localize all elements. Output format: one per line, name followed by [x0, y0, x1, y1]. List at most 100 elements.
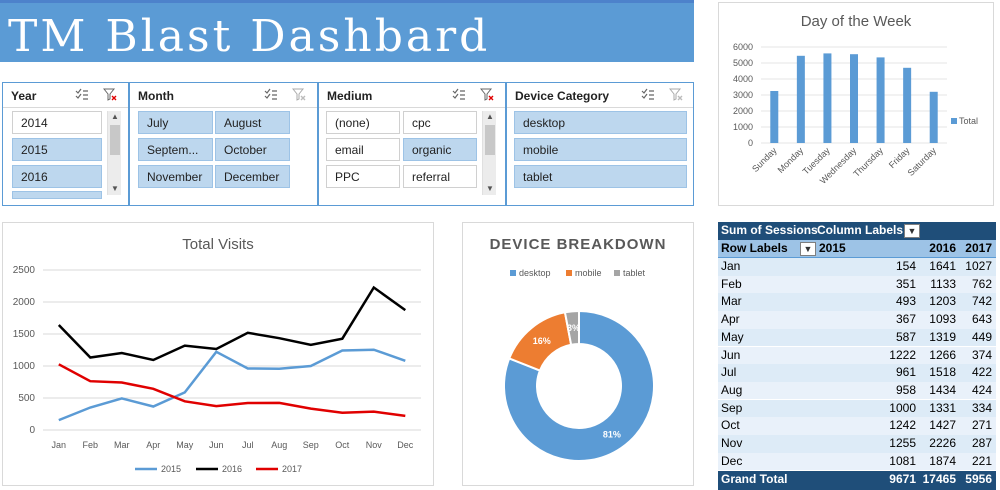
- pivot-row-label: Mar: [721, 294, 742, 309]
- slicer-item-august[interactable]: August: [215, 111, 290, 134]
- chart-device-breakdown[interactable]: DEVICE BREAKDOWN 81% 16% 3% desktop mobile ta…: [462, 222, 694, 486]
- table-row: Aug 958 1434 424: [718, 381, 996, 400]
- slicer-item-partial[interactable]: [12, 191, 102, 199]
- slicer-item-desktop[interactable]: desktop: [514, 111, 687, 134]
- pivot-cell-2016: 1641: [929, 259, 956, 273]
- multi-select-icon[interactable]: [264, 88, 278, 102]
- slicer-item-none[interactable]: (none): [326, 111, 400, 134]
- filter-icon[interactable]: [669, 88, 683, 102]
- table-row: Dec 1081 1874 221: [718, 452, 996, 471]
- filter-icon[interactable]: ▼: [904, 224, 920, 238]
- x-tick-label: Jan: [51, 440, 66, 450]
- legend-swatch: [951, 118, 957, 124]
- x-tick-label: Thursday: [851, 145, 885, 179]
- pivot-cell-2016: 1518: [929, 365, 956, 380]
- pivot-table[interactable]: Sum of Sessions Column Labels ▼ Row Labe…: [718, 222, 996, 490]
- series-line-2016[interactable]: [57, 285, 407, 362]
- slicer-device-category[interactable]: Device Category desktop mobile tablet: [506, 82, 694, 206]
- series-line-2015[interactable]: [58, 348, 406, 422]
- slicer-item-2014[interactable]: 2014: [12, 111, 102, 134]
- slicer-scrollbar[interactable]: ▲ ▼: [107, 111, 121, 195]
- x-tick-label: Jun: [209, 440, 224, 450]
- bar-monday[interactable]: [796, 55, 805, 143]
- pivot-total-2015: 9671: [889, 472, 916, 486]
- multi-select-icon[interactable]: [452, 88, 466, 102]
- x-tick-label: Dec: [397, 440, 414, 450]
- table-row: Apr 367 1093 643: [718, 311, 996, 329]
- filter-icon[interactable]: [292, 88, 306, 102]
- slicer-item-september[interactable]: Septem...: [138, 138, 213, 161]
- scroll-up-icon[interactable]: ▲: [111, 112, 119, 121]
- bar-wednesday[interactable]: [850, 54, 858, 144]
- scroll-thumb[interactable]: [485, 125, 495, 155]
- x-tick-label: Friday: [887, 145, 912, 170]
- pivot-cell-2016: 1203: [929, 294, 956, 309]
- slicer-item-2016[interactable]: 2016: [12, 165, 102, 188]
- bar-sunday[interactable]: [770, 91, 779, 143]
- series-line-2017[interactable]: [58, 363, 406, 418]
- slicer-item-2015[interactable]: 2015: [12, 138, 102, 161]
- slicer-header: Year: [3, 83, 128, 108]
- x-tick-label: Nov: [366, 440, 383, 450]
- slicer-item-july[interactable]: July: [138, 111, 213, 134]
- pivot-cell-2015: 1242: [889, 418, 916, 433]
- chart-total-visits[interactable]: Total Visits 0 500 1000 1500 2000 2500 Jan Feb M…: [2, 222, 434, 486]
- slicer-medium[interactable]: Medium (none) cpc email organic PPC refe…: [318, 82, 506, 206]
- multi-select-icon[interactable]: [75, 88, 89, 102]
- table-row: Jun 1222 1266 374: [718, 346, 996, 364]
- table-row: Feb 351 1133 762: [718, 275, 996, 294]
- pivot-cell-2015: 493: [895, 294, 916, 309]
- clear-filter-icon[interactable]: [480, 88, 494, 102]
- bar-saturday[interactable]: [929, 91, 938, 143]
- chevron-down-icon[interactable]: ▼: [800, 242, 816, 256]
- scroll-up-icon[interactable]: ▲: [486, 112, 494, 121]
- pivot-cell-2016: 1427: [929, 418, 956, 433]
- pivot-cell-2017: 1027: [965, 259, 992, 273]
- y-tick-label: 2500: [13, 265, 36, 276]
- chevron-down-icon[interactable]: ▼: [111, 184, 119, 193]
- legend-label: Total: [959, 116, 978, 126]
- y-tick-label: 0: [29, 425, 35, 436]
- slicer-item-tablet[interactable]: tablet: [514, 165, 687, 188]
- table-row: Jul 961 1518 422: [718, 364, 996, 382]
- slicer-item-email[interactable]: email: [326, 138, 400, 161]
- chevron-down-icon[interactable]: ▼: [486, 184, 494, 193]
- pivot-cell-2015: 1000: [889, 400, 916, 415]
- pivot-row-labels: Row Labels: [721, 241, 788, 255]
- bar-friday[interactable]: [903, 67, 912, 143]
- slicer-item-mobile[interactable]: mobile: [514, 138, 687, 161]
- clear-filter-icon[interactable]: [103, 88, 117, 102]
- table-row: Nov 1255 2226 287: [718, 435, 996, 453]
- pivot-cell-2016: 1266: [929, 347, 956, 362]
- y-tick-label: 1000: [733, 122, 753, 132]
- pivot-total-label: Grand Total: [721, 472, 788, 486]
- pivot-cell-2015: 1081: [889, 453, 916, 468]
- chart-day-of-week[interactable]: Day of the Week 0 1000 2000 3000 4000 5000 600…: [718, 2, 994, 206]
- scroll-thumb[interactable]: [110, 125, 120, 155]
- pivot-col-2015: 2015: [819, 241, 846, 255]
- slicer-item-cpc[interactable]: cpc: [403, 111, 477, 134]
- slicer-item-october[interactable]: October: [215, 138, 290, 161]
- slicer-month[interactable]: Month July August Septem... October Nove…: [129, 82, 318, 206]
- pivot-row-label: Jan: [721, 259, 741, 273]
- bar-tuesday[interactable]: [823, 53, 832, 143]
- legend-swatch: [566, 270, 572, 276]
- multi-select-icon[interactable]: [641, 88, 655, 102]
- slice-tablet[interactable]: [563, 309, 580, 346]
- slicer-year[interactable]: Year 2014 2015 2016 ▲ ▼: [2, 82, 129, 206]
- slicer-item-ppc[interactable]: PPC: [326, 165, 400, 188]
- y-tick-label: 3000: [733, 90, 753, 100]
- slice-desktop[interactable]: [503, 309, 655, 462]
- pivot-header-row: Sum of Sessions Column Labels ▼: [718, 222, 996, 240]
- pivot-measure-label: Sum of Sessions: [721, 223, 818, 237]
- bar-thursday[interactable]: [876, 57, 885, 143]
- pivot-cell-2017: 287: [971, 436, 992, 450]
- x-tick-label: Sep: [303, 440, 319, 450]
- slicer-item-referral[interactable]: referral: [403, 165, 477, 188]
- slicer-item-december[interactable]: December: [215, 165, 290, 188]
- slicer-scrollbar[interactable]: ▲ ▼: [482, 111, 496, 195]
- slicer-item-november[interactable]: November: [138, 165, 213, 188]
- slicer-item-organic[interactable]: organic: [403, 138, 477, 161]
- pivot-cell-2017: 449: [971, 329, 992, 344]
